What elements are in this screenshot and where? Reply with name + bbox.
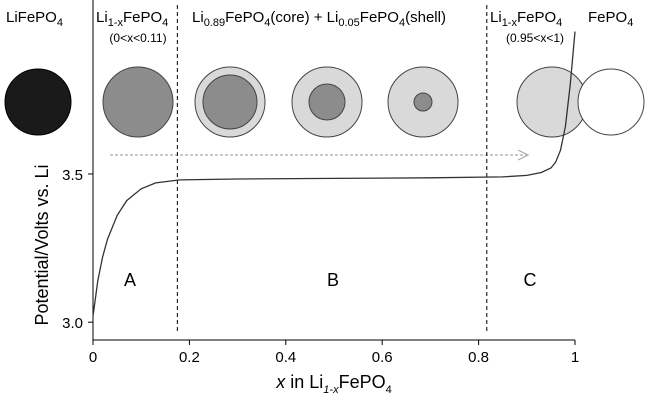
text: FePO <box>588 9 627 26</box>
text: (core) + Li <box>270 9 338 26</box>
label-lifepo4: LiFePO4 <box>6 9 63 29</box>
x-tick-label: 0.8 <box>468 349 489 366</box>
text: 4 <box>386 384 392 396</box>
text: x <box>275 372 286 392</box>
text: in Li <box>285 372 323 392</box>
label-fepo4: FePO4 <box>588 9 633 29</box>
text: FePO <box>517 9 556 26</box>
text: (shell) <box>405 9 446 26</box>
text: 4 <box>556 17 562 29</box>
text: 1-x <box>108 17 124 29</box>
text: LiFePO <box>6 9 57 26</box>
y-tick-label: 3.5 <box>62 167 83 184</box>
label-phase3-range: (0.95<x<1) <box>506 31 564 45</box>
text: 4 <box>162 17 168 29</box>
y-axis-label: Potential/Volts vs. Li <box>32 164 52 325</box>
text: FePO <box>339 372 386 392</box>
particle-phase3 <box>516 66 588 138</box>
x-tick-label: 0.4 <box>275 349 296 366</box>
x-tick-label: 0.6 <box>372 349 393 366</box>
region-label: B <box>327 270 339 290</box>
particle-core <box>413 92 433 112</box>
text: Li <box>490 9 502 26</box>
text: FePO <box>123 9 162 26</box>
text: 4 <box>399 17 405 29</box>
x-tick-label: 0.2 <box>179 349 200 366</box>
label-phase3: Li1-xFePO4 <box>490 9 562 29</box>
text: 4 <box>627 17 633 29</box>
text: Li <box>96 9 108 26</box>
x-tick-label: 1 <box>571 349 579 366</box>
text: FePO <box>225 9 264 26</box>
y-tick-label: 3.0 <box>62 315 83 332</box>
particle-phase1 <box>102 66 174 138</box>
text: 4 <box>57 17 63 29</box>
text: 4 <box>264 17 270 29</box>
text: Li <box>192 9 204 26</box>
label-phase1-range: (0<x<0.11) <box>109 31 166 45</box>
label-phase2: Li0.89FePO4(core) + Li0.05FePO4(shell) <box>192 9 446 29</box>
arrow-head <box>517 149 530 161</box>
particle-lifepo4 <box>4 68 72 136</box>
region-label: A <box>124 270 136 290</box>
text: 1-x <box>323 384 339 396</box>
text: 0.89 <box>204 17 225 29</box>
text: FePO <box>360 9 399 26</box>
x-axis-label: x in Li1-xFePO4 <box>275 372 391 396</box>
particle-core <box>308 83 346 121</box>
voltage-curve <box>92 31 576 317</box>
particle-fepo4 <box>577 68 645 136</box>
particle-core <box>202 74 258 130</box>
x-tick-label: 0 <box>89 349 97 366</box>
text: 0.05 <box>338 17 359 29</box>
region-label: C <box>524 270 537 290</box>
label-phase1: Li1-xFePO4 <box>96 9 168 29</box>
text: 1-x <box>502 17 518 29</box>
